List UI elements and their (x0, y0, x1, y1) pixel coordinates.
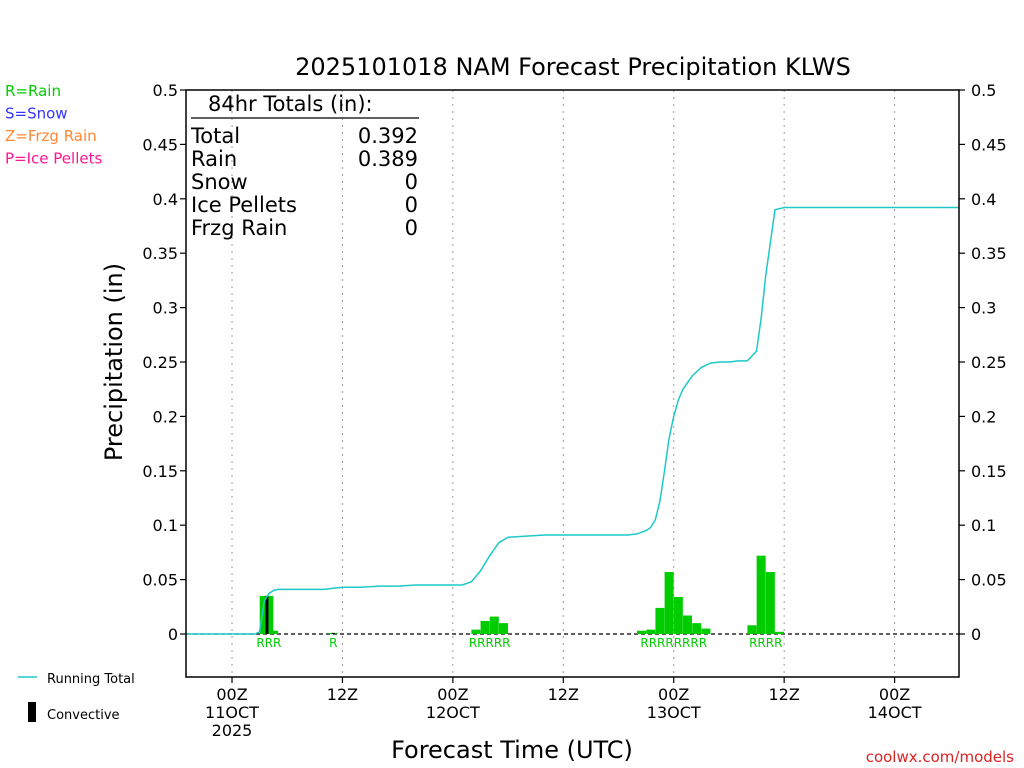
y-tick-label-right-6: 0.3 (971, 299, 996, 318)
x-axis-label: Forecast Time (UTC) (391, 736, 633, 764)
x-tick-label-3-0: 12Z (548, 685, 579, 704)
rain-bar-6 (489, 616, 499, 634)
type-key-item-0: R=Rain (5, 82, 61, 100)
ptype-label-2: RRRRR (469, 636, 511, 650)
rain-bar-7 (498, 623, 508, 634)
rain-bar-1 (264, 595, 274, 634)
ptype-label-3: RRRRRRRR (640, 636, 707, 650)
rain-bar-14 (692, 623, 702, 634)
legend: Running Total Convective (18, 672, 135, 723)
y-tick-label-right-9: 0.45 (971, 135, 1007, 154)
totals-value-4: 0 (405, 216, 418, 240)
plot-frame (185, 89, 960, 678)
rain-bar-10 (655, 607, 665, 634)
y-tick-label-left-8: 0.4 (153, 190, 178, 209)
rain-bar-5 (480, 620, 490, 634)
y-tick-label-left-7: 0.35 (142, 244, 178, 263)
y-axis-label: Precipitation (in) (100, 263, 128, 461)
y-tick-label-left-10: 0.5 (153, 81, 178, 100)
rain-bar-17 (756, 555, 766, 634)
y-tick-label-left-9: 0.45 (142, 135, 178, 154)
running-total-line (186, 206, 959, 635)
totals-box: 84hr Totals (in): Total 0.392 Rain 0.389 Sno… (190, 92, 419, 240)
totals-label-1: Rain (191, 147, 237, 171)
type-key-item-2: Z=Frzg Rain (5, 127, 97, 145)
totals-value-3: 0 (405, 193, 418, 217)
rain-bar-16 (747, 625, 757, 634)
type-key-item-3: P=Ice Pellets (5, 150, 102, 168)
rain-bar-13 (683, 615, 693, 634)
precip-type-key: R=Rain S=Snow Z=Frzg Rain P=Ice Pellets (5, 82, 102, 168)
y-tick-label-left-5: 0.25 (142, 353, 178, 372)
x-tick-label-4-1: 13OCT (647, 703, 701, 722)
totals-value-2: 0 (405, 170, 418, 194)
totals-label-3: Ice Pellets (191, 193, 297, 217)
rain-bar-8 (637, 630, 647, 634)
totals-label-0: Total (190, 124, 240, 148)
y-tick-label-left-4: 0.2 (153, 407, 178, 426)
y-tick-label-right-5: 0.25 (971, 353, 1007, 372)
legend-swatch-convective (28, 702, 36, 722)
x-tick-label-4-0: 00Z (658, 685, 689, 704)
legend-label-running-total: Running Total (47, 672, 135, 687)
ptype-label-4: RRRR (749, 636, 782, 650)
legend-label-convective: Convective (47, 708, 120, 723)
x-tick-label-2-0: 00Z (437, 685, 468, 704)
rain-bar-11 (664, 571, 674, 634)
totals-value-1: 0.389 (358, 147, 418, 171)
ptype-label-1: R (329, 636, 337, 650)
rain-bar-4 (471, 629, 481, 634)
y-tick-label-right-10: 0.5 (971, 81, 996, 100)
y-tick-label-right-8: 0.4 (971, 190, 996, 209)
y-tick-label-left-1: 0.05 (142, 571, 178, 590)
rain-bar-9 (646, 629, 656, 634)
grid-lines (186, 90, 959, 677)
y-tick-label-right-0: 0 (971, 625, 981, 644)
y-tick-label-left-2: 0.1 (153, 516, 178, 535)
x-tick-label-0-1: 11OCT (205, 703, 259, 722)
x-tick-label-6-1: 14OCT (868, 703, 922, 722)
x-tick-label-2-1: 12OCT (426, 703, 480, 722)
y-tick-label-right-7: 0.35 (971, 244, 1007, 263)
totals-label-2: Snow (191, 170, 248, 194)
rain-bar-12 (673, 597, 683, 634)
y-axis-ticks: 0 00.05 0.050.1 0.10.15 0.150.2 0.20.25 0.250.… (142, 81, 1006, 644)
x-tick-label-6-0: 00Z (879, 685, 910, 704)
convective-bar-0 (265, 595, 269, 634)
credit-text: coolwx.com/models (866, 748, 1014, 766)
precip-bars (259, 555, 785, 634)
rain-bar-2 (268, 630, 278, 634)
rain-bar-18 (765, 571, 775, 634)
ptype-label-0: RRR (256, 636, 281, 650)
precip-type-labels: RRR R RRRRR RRRRRRRR RRRR (256, 636, 782, 650)
y-tick-label-right-1: 0.05 (971, 571, 1007, 590)
rain-bar-15 (701, 628, 711, 634)
y-tick-label-right-4: 0.2 (971, 407, 996, 426)
rain-bar-19 (775, 631, 785, 634)
x-tick-label-0-2: 2025 (212, 721, 253, 740)
type-key-item-1: S=Snow (5, 105, 68, 123)
totals-label-4: Frzg Rain (191, 216, 287, 240)
x-tick-label-0-0: 00Z (216, 685, 247, 704)
totals-header: 84hr Totals (in): (208, 92, 373, 116)
convective-bar-1 (331, 632, 335, 634)
y-tick-label-right-2: 0.1 (971, 516, 996, 535)
x-tick-label-5-0: 12Z (768, 685, 799, 704)
running-total-polyline (186, 206, 959, 635)
y-tick-label-left-3: 0.15 (142, 462, 178, 481)
y-tick-label-left-6: 0.3 (153, 299, 178, 318)
y-tick-label-right-3: 0.15 (971, 462, 1007, 481)
x-tick-label-1-0: 12Z (327, 685, 358, 704)
totals-value-0: 0.392 (358, 124, 418, 148)
chart-title: 2025101018 NAM Forecast Precipitation KL… (295, 53, 851, 81)
rain-bar-0 (259, 595, 269, 634)
y-tick-label-left-0: 0 (168, 625, 178, 644)
